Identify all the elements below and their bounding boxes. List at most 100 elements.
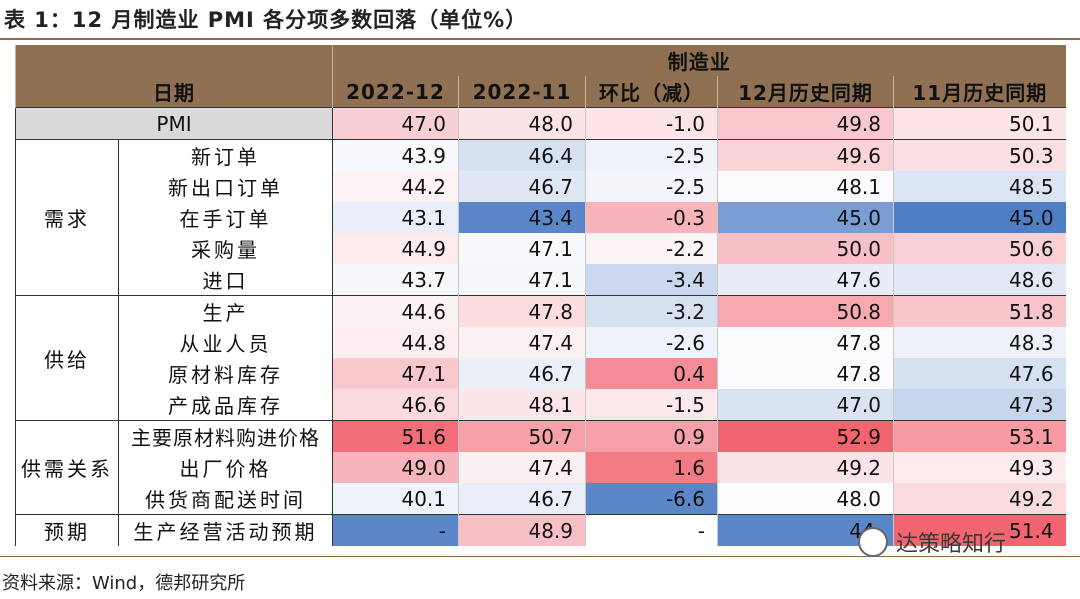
value-cell: 44.6: [332, 295, 459, 327]
row-label: 新出口订单: [118, 171, 333, 202]
value-cell: 50.0: [717, 233, 894, 264]
value-cell: 44.2: [332, 171, 459, 202]
row: 供给 生产 44.6 47.8 -3.2 50.8 51.8: [15, 295, 1066, 421]
value-cell: 50.8: [717, 295, 894, 327]
value-cell: 49.2: [717, 452, 894, 483]
value-cell: 0.9: [585, 420, 718, 452]
header-row: 日期 2022-12 2022-11 环比（减） 12月历史同期 11月历史同期: [15, 76, 1066, 108]
row-label: 生产经营活动预期: [118, 514, 333, 546]
column-header: 2022-12: [332, 76, 459, 108]
row: 产成品库存 46.6 48.1 -1.5 47.0 47.3: [16, 389, 1066, 421]
value-cell: -2.5: [585, 139, 718, 171]
value-cell: -: [585, 514, 718, 546]
value-cell: 48.0: [458, 107, 586, 140]
value-cell: 49.8: [717, 107, 894, 140]
row: 原材料库存 47.1 46.7 0.4 47.8 47.6: [16, 358, 1066, 389]
value-cell: 50.6: [892, 233, 1066, 264]
value-cell: 48.1: [458, 389, 586, 421]
value-cell: 47.1: [332, 358, 459, 389]
value-cell: 49.6: [717, 139, 894, 171]
value-cell: 49.2: [892, 483, 1066, 515]
value-cell: 50.7: [458, 420, 586, 452]
group-label: 需求: [15, 139, 119, 296]
value-cell: 43.1: [332, 202, 459, 233]
value-cell: 51.8: [892, 295, 1066, 327]
value-cell: 50.3: [892, 139, 1066, 171]
value-cell: 48.9: [458, 514, 586, 546]
row: 采购量 44.9 47.1 -2.2 50.0 50.6: [16, 233, 1066, 264]
table: 制造业 日期 2022-12 2022-11 环比（减） 12月历史同期 11月历史同期…: [15, 45, 1066, 546]
group-label: 供需关系: [15, 420, 119, 515]
header-row: 制造业: [15, 45, 1066, 76]
value-cell: 47.6: [717, 264, 894, 296]
column-header: 环比（减）: [585, 76, 718, 108]
value-cell: -2.2: [585, 233, 718, 264]
value-cell: 47.4: [458, 452, 586, 483]
row-label: 在手订单: [118, 202, 333, 233]
value-cell: 40.1: [332, 483, 459, 515]
row-label: 出厂价格: [118, 452, 333, 483]
row-label: 新订单: [118, 139, 333, 171]
watermark-text: 达策略知行: [896, 532, 1007, 557]
group-label: 预期: [15, 514, 119, 546]
row: 新出口订单 44.2 46.7 -2.5 48.1 48.5: [16, 171, 1066, 202]
value-cell: 0.4: [585, 358, 718, 389]
value-cell: -0.3: [585, 202, 718, 233]
value-cell: 47.1: [458, 233, 586, 264]
value-cell: 46.7: [458, 358, 586, 389]
value-cell: 51.6: [332, 420, 459, 452]
value-cell: -3.4: [585, 264, 718, 296]
row-label: 进口: [118, 264, 333, 296]
value-cell: 52.9: [717, 420, 894, 452]
row-label: PMI: [15, 107, 333, 140]
value-cell: 53.1: [892, 420, 1066, 452]
column-header: 11月历史同期: [892, 76, 1066, 108]
row: 进口 43.7 47.1 -3.4 47.6 48.6: [16, 264, 1066, 296]
value-cell: 46.7: [458, 483, 586, 515]
row-label: 供货商配送时间: [118, 483, 333, 515]
watermark: 达策略知行: [858, 526, 1006, 558]
value-cell: 43.9: [332, 139, 459, 171]
watermark-icon: [858, 527, 888, 557]
row-label: 采购量: [118, 233, 333, 264]
header-cell: [15, 45, 333, 76]
value-cell: 45.0: [717, 202, 894, 233]
value-cell: 44.9: [332, 233, 459, 264]
value-cell: 50.1: [892, 107, 1066, 140]
value-cell: 43.7: [332, 264, 459, 296]
rule: [0, 556, 1080, 557]
value-cell: 47.1: [458, 264, 586, 296]
value-cell: 46.4: [458, 139, 586, 171]
value-cell: 48.0: [717, 483, 894, 515]
value-cell: 48.1: [717, 171, 894, 202]
column-header: 2022-11: [458, 76, 586, 108]
value-cell: 47.8: [717, 327, 894, 358]
row: 需求 新订单 43.9 46.4 -2.5 49.6 50.3: [15, 139, 1066, 296]
row: 供货商配送时间 40.1 46.7 -6.6 48.0 49.2: [16, 483, 1066, 515]
value-cell: 47.0: [717, 389, 894, 421]
row-label: 主要原材料购进价格: [118, 420, 333, 452]
row-label: 原材料库存: [118, 358, 333, 389]
row-label: 从业人员: [118, 327, 333, 358]
value-cell: 47.8: [458, 295, 586, 327]
row-label: 生产: [118, 295, 333, 327]
value-cell: -1.0: [585, 107, 718, 140]
value-cell: 45.0: [892, 202, 1066, 233]
value-cell: 48.5: [892, 171, 1066, 202]
row: 在手订单 43.1 43.4 -0.3 45.0 45.0: [16, 202, 1066, 233]
value-cell: -: [332, 514, 459, 546]
row: 从业人员 44.8 47.4 -2.6 47.8 48.3: [16, 327, 1066, 358]
rule: [0, 38, 1080, 40]
value-cell: 47.0: [332, 107, 459, 140]
value-cell: 47.6: [892, 358, 1066, 389]
value-cell: -3.2: [585, 295, 718, 327]
value-cell: 46.6: [332, 389, 459, 421]
value-cell: 51.4: [892, 514, 1066, 546]
value-cell: 1.6: [585, 452, 718, 483]
column-header: 12月历史同期: [717, 76, 894, 108]
value-cell: 46.7: [458, 171, 586, 202]
value-cell: 43.4: [458, 202, 586, 233]
row: 出厂价格 49.0 47.4 1.6 49.2 49.3: [16, 452, 1066, 483]
